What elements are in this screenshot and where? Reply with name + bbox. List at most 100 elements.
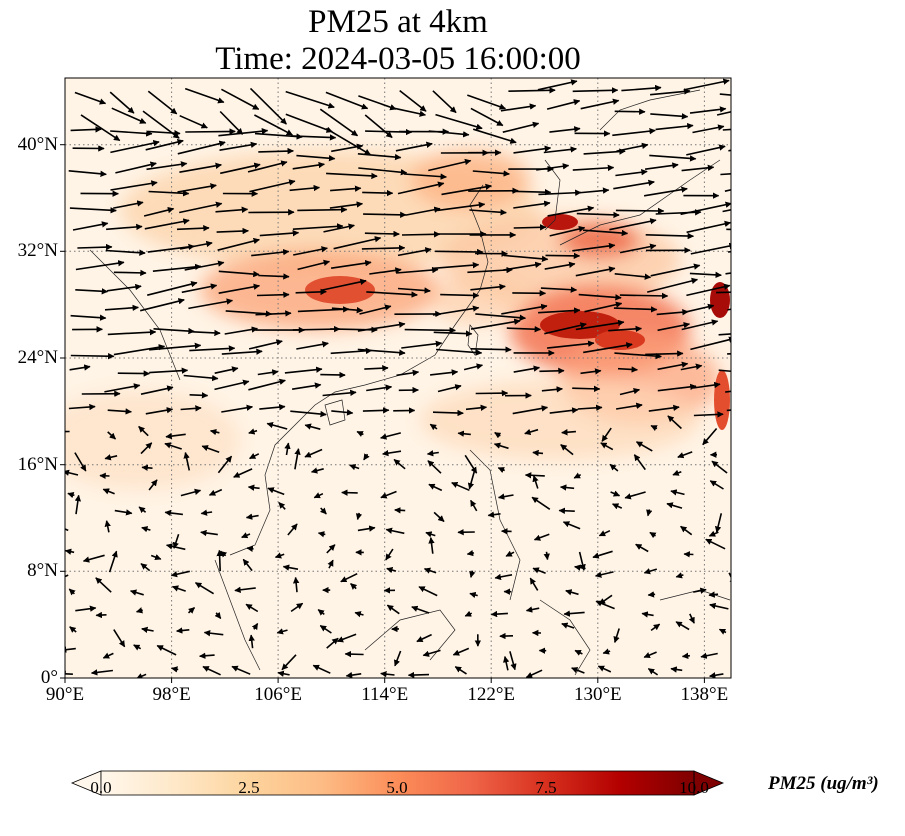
- wind-arrow: [467, 468, 476, 490]
- wind-arrow: [466, 549, 475, 557]
- wind-arrow: [509, 651, 517, 671]
- wind-arrow: [427, 460, 442, 474]
- wind-arrow: [141, 626, 154, 634]
- wind-arrow: [577, 404, 603, 411]
- wind-arrow: [502, 121, 540, 133]
- wind-arrow: [69, 207, 117, 214]
- wind-arrow: [407, 671, 430, 678]
- wind-arrow: [619, 387, 641, 396]
- wind-arrow: [497, 467, 506, 473]
- wind-arrow: [386, 566, 397, 574]
- wind-arrow: [179, 162, 222, 173]
- wind-arrow: [179, 114, 208, 129]
- wind-arrow: [647, 591, 656, 598]
- wind-arrow: [709, 602, 729, 610]
- wind-arrow: [70, 352, 115, 360]
- wind-arrow: [565, 589, 579, 596]
- wind-arrow: [165, 432, 186, 440]
- wind-arrow: [113, 344, 166, 356]
- wind-arrow: [396, 369, 420, 377]
- wind-arrow: [380, 670, 395, 678]
- wind-arrow: [440, 292, 480, 299]
- wind-arrow: [490, 610, 508, 618]
- wind-arrow: [561, 622, 575, 629]
- wind-arrow: [393, 458, 406, 470]
- wind-arrow: [231, 665, 251, 675]
- wind-arrow: [433, 330, 473, 337]
- wind-arrow: [613, 179, 655, 190]
- wind-arrow: [109, 91, 135, 114]
- wind-arrow: [583, 342, 633, 354]
- wind-arrow: [643, 186, 688, 197]
- wind-arrow: [242, 558, 253, 572]
- wind-arrow: [321, 278, 367, 291]
- wind-arrow: [349, 464, 360, 471]
- wind-arrow: [722, 128, 731, 131]
- wind-arrow: [418, 586, 438, 597]
- wind-arrow: [670, 489, 685, 496]
- wind-arrow: [214, 611, 222, 620]
- wind-arrow: [675, 621, 690, 631]
- wind-arrow: [340, 572, 358, 583]
- wind-arrow: [572, 87, 619, 94]
- wind-arrow: [317, 608, 325, 616]
- wind-arrow: [325, 127, 371, 156]
- wind-arrow: [113, 629, 126, 648]
- wind-arrow: [258, 273, 290, 280]
- wind-arrow: [716, 291, 731, 294]
- wind-arrow: [194, 582, 215, 595]
- wind-arrow: [677, 451, 693, 459]
- wind-arrow: [363, 453, 370, 461]
- wind-arrow: [645, 350, 684, 357]
- wind-arrow: [362, 407, 390, 414]
- x-tick-label: 130°E: [573, 684, 622, 705]
- wind-arrow: [426, 450, 439, 457]
- wind-arrow: [218, 128, 269, 137]
- wind-arrow: [356, 430, 364, 437]
- wind-arrow: [505, 550, 515, 557]
- wind-arrow: [465, 404, 488, 411]
- wind-arrow: [437, 201, 486, 212]
- wind-arrow: [644, 162, 679, 170]
- wind-arrow: [219, 141, 258, 151]
- wind-arrow: [430, 369, 459, 376]
- wind-arrow: [256, 291, 290, 298]
- wind-arrow: [284, 442, 291, 456]
- wind-arrow: [65, 548, 75, 555]
- wind-arrow: [149, 342, 202, 351]
- wind-arrow: [115, 161, 157, 174]
- wind-arrow: [718, 369, 731, 373]
- wind-arrow: [107, 431, 117, 440]
- wind-arrow: [344, 650, 364, 658]
- wind-arrow: [277, 670, 290, 677]
- wind-arrow: [65, 469, 79, 476]
- wind-arrow: [682, 303, 715, 314]
- wind-arrow: [451, 481, 470, 492]
- wind-arrow: [147, 90, 178, 115]
- wind-arrow: [140, 298, 185, 312]
- wind-arrow: [327, 559, 334, 569]
- wind-arrow: [425, 531, 436, 538]
- wind-arrow: [224, 326, 259, 335]
- wind-arrow: [549, 225, 586, 237]
- wind-arrow: [563, 610, 585, 617]
- wind-arrow: [722, 209, 731, 213]
- wind-arrow: [536, 163, 570, 171]
- wind-arrow: [472, 128, 517, 144]
- wind-arrow: [688, 613, 695, 624]
- wind-arrow: [199, 652, 215, 659]
- wind-arrow: [602, 648, 611, 655]
- wind-arrow: [580, 368, 602, 375]
- wind-arrow: [65, 670, 73, 678]
- wind-arrow: [692, 381, 721, 389]
- wind-arrow: [141, 464, 153, 471]
- wind-arrow: [615, 402, 643, 410]
- wind-arrow: [336, 633, 357, 643]
- wind-arrow: [320, 507, 327, 515]
- gridlines: [65, 78, 731, 678]
- wind-arrow: [312, 664, 331, 674]
- wind-arrow: [401, 340, 443, 349]
- wind-arrow: [202, 665, 221, 676]
- wind-arrow: [104, 454, 118, 461]
- wind-arrow: [616, 142, 649, 152]
